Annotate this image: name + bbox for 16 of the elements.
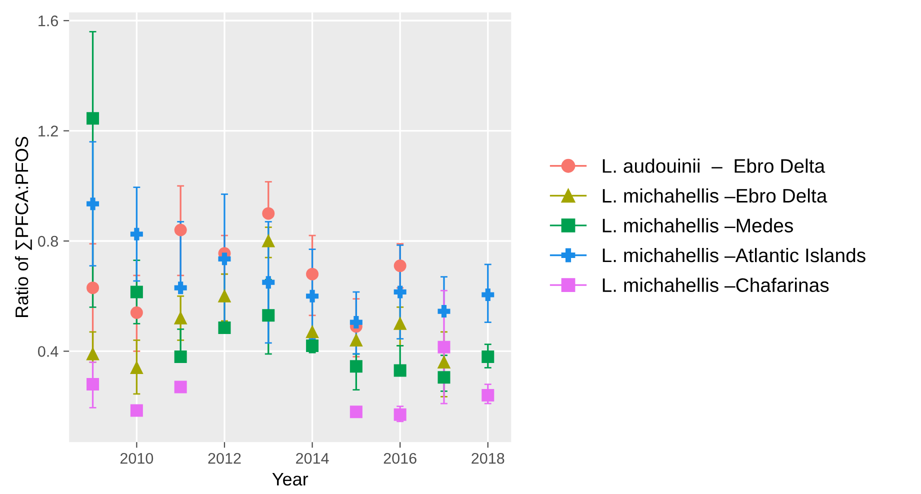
legend-label: L. michahellis –Atlantic Islands — [602, 248, 866, 262]
legend-label: L. michahellis –Ebro Delta — [602, 188, 828, 203]
y-axis-title: Ratio of ∑PFCA:PFOS — [14, 136, 32, 317]
x-tick-label: 2014 — [296, 452, 329, 464]
legend-label: L. michahellis –Medes — [602, 218, 793, 232]
legend-label: L. michahellis –Chafarinas — [602, 278, 829, 292]
y-tick-label: 0.4 — [38, 346, 58, 357]
y-tick-label: 1.6 — [38, 15, 58, 26]
y-tick-label: 0.8 — [38, 236, 58, 247]
x-tick-label: 2016 — [384, 452, 416, 464]
x-axis-title: Year — [272, 473, 308, 486]
x-tick-label: 2010 — [120, 452, 154, 464]
legend-label: L. audouinii – Ebro Delta — [602, 158, 826, 173]
x-tick-label: 2012 — [208, 452, 241, 464]
y-tick-label: 1.2 — [38, 126, 58, 136]
x-tick-label: 2018 — [472, 452, 504, 464]
